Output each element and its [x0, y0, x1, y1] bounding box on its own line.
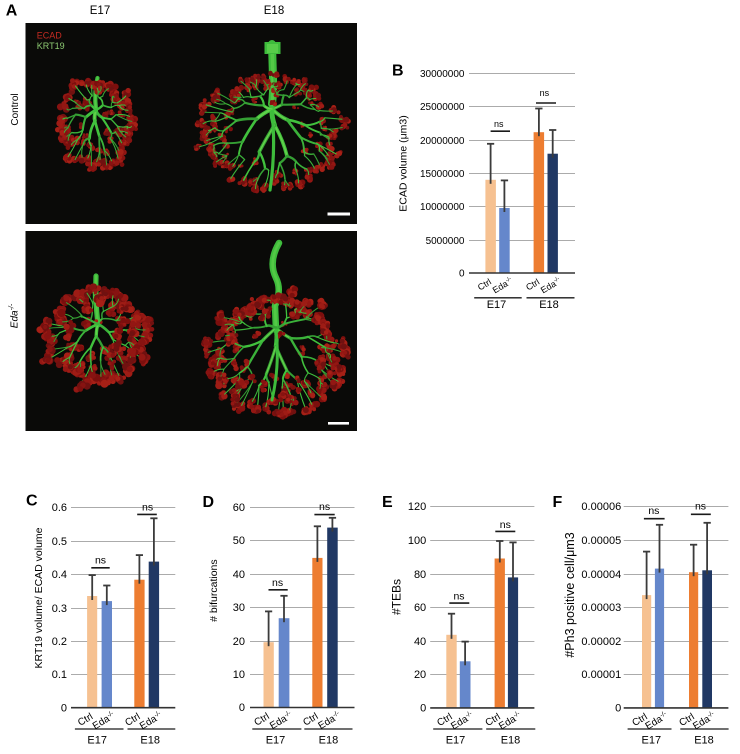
svg-text:0: 0 [420, 703, 426, 715]
svg-text:ns: ns [695, 501, 706, 513]
svg-text:#TEBs: #TEBs [390, 579, 404, 615]
svg-text:A: A [6, 2, 18, 19]
svg-text:KRT19: KRT19 [37, 41, 65, 51]
svg-text:0.4: 0.4 [52, 569, 67, 581]
svg-text:5000000: 5000000 [426, 236, 465, 247]
svg-text:0.00006: 0.00006 [581, 501, 621, 513]
svg-text:0.00002: 0.00002 [581, 636, 621, 648]
svg-text:ECAD volume (μm3): ECAD volume (μm3) [398, 115, 410, 211]
svg-text:ns: ns [142, 502, 153, 514]
svg-text:E17: E17 [487, 299, 507, 311]
svg-text:30000000: 30000000 [420, 69, 465, 80]
svg-text:0.3: 0.3 [52, 603, 67, 615]
svg-text:0: 0 [61, 702, 67, 714]
svg-text:15000000: 15000000 [420, 169, 465, 180]
svg-text:E18: E18 [694, 735, 714, 747]
svg-text:10000000: 10000000 [420, 202, 465, 213]
svg-text:#Ph3 positive cell/μm3: #Ph3 positive cell/μm3 [563, 532, 577, 657]
svg-text:60: 60 [414, 602, 426, 614]
svg-text:ns: ns [540, 88, 550, 98]
svg-text:20: 20 [233, 636, 245, 648]
svg-text:ns: ns [319, 501, 330, 513]
svg-text:B: B [392, 63, 404, 80]
svg-text:120: 120 [408, 501, 426, 513]
svg-text:20000000: 20000000 [420, 136, 465, 147]
svg-text:KRT19 volume/ ECAD volume: KRT19 volume/ ECAD volume [33, 527, 45, 668]
svg-text:E17: E17 [266, 735, 286, 747]
svg-text:# bifurcations: # bifurcations [208, 559, 220, 621]
svg-text:0.6: 0.6 [52, 502, 67, 514]
svg-text:0.5: 0.5 [52, 536, 67, 548]
svg-text:Control: Control [10, 93, 21, 125]
svg-text:ns: ns [272, 577, 283, 589]
svg-text:0: 0 [615, 703, 621, 715]
svg-text:100: 100 [408, 535, 426, 547]
svg-text:0: 0 [459, 268, 465, 279]
svg-text:ECAD: ECAD [37, 31, 63, 41]
svg-text:0.2: 0.2 [52, 636, 67, 648]
svg-text:ns: ns [95, 555, 106, 567]
svg-text:0.00001: 0.00001 [581, 669, 621, 681]
svg-text:E18: E18 [539, 299, 559, 311]
svg-text:E17: E17 [446, 735, 466, 747]
svg-text:E: E [382, 494, 393, 511]
svg-text:E18: E18 [264, 5, 284, 17]
svg-text:D: D [203, 494, 215, 511]
svg-text:0.1: 0.1 [52, 669, 67, 681]
svg-text:0.00005: 0.00005 [581, 535, 621, 547]
svg-text:E18: E18 [140, 735, 160, 747]
svg-text:25000000: 25000000 [420, 102, 465, 113]
svg-text:ns: ns [500, 519, 511, 531]
svg-text:E18: E18 [501, 735, 521, 747]
svg-text:10: 10 [233, 669, 245, 681]
svg-text:ns: ns [494, 119, 504, 129]
svg-text:50: 50 [233, 535, 245, 547]
svg-text:E18: E18 [319, 735, 339, 747]
svg-text:0.00004: 0.00004 [581, 569, 621, 581]
svg-text:60: 60 [233, 502, 245, 514]
svg-text:ns: ns [453, 591, 464, 603]
svg-text:E17: E17 [87, 735, 107, 747]
svg-text:20: 20 [414, 669, 426, 681]
svg-text:ns: ns [648, 505, 659, 517]
svg-text:80: 80 [414, 569, 426, 581]
svg-text:0.00003: 0.00003 [581, 602, 621, 614]
svg-text:30: 30 [233, 602, 245, 614]
svg-text:F: F [553, 494, 563, 511]
svg-text:E17: E17 [642, 735, 662, 747]
svg-text:C: C [26, 493, 38, 510]
svg-text:40: 40 [414, 636, 426, 648]
svg-text:40: 40 [233, 569, 245, 581]
svg-text:0: 0 [239, 702, 245, 714]
svg-text:E17: E17 [90, 5, 110, 17]
